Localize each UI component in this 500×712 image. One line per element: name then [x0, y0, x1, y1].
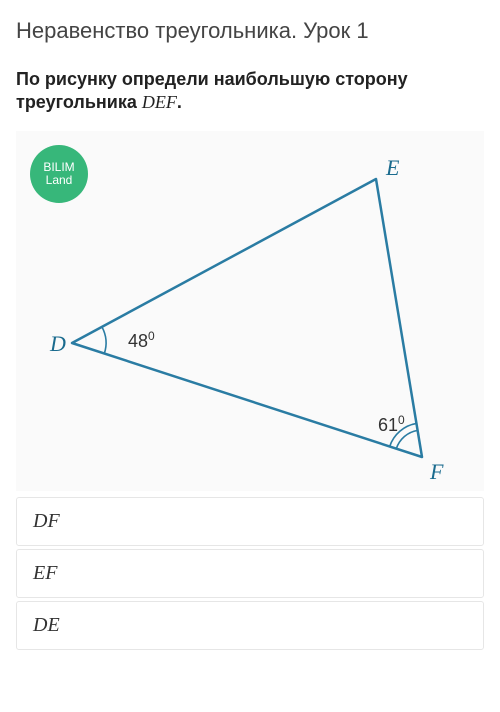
triangle-figure: BILIM Land D E F 480 610	[16, 131, 484, 491]
question-text: По рисунку определи наибольшую сторону т…	[16, 68, 484, 115]
page-title: Неравенство треугольника. Урок 1	[16, 18, 484, 44]
triangle-svg: D E F 480 610	[16, 131, 484, 491]
logo-line2: Land	[46, 174, 73, 187]
svg-text:D: D	[49, 331, 66, 356]
svg-text:F: F	[429, 459, 444, 484]
answer-option[interactable]: EF	[16, 549, 484, 598]
question-prefix: По рисунку определи наибольшую сторону т…	[16, 69, 408, 112]
logo-line1: BILIM	[43, 161, 74, 174]
answer-option[interactable]: DF	[16, 497, 484, 546]
svg-text:610: 610	[378, 413, 405, 435]
bilim-land-logo: BILIM Land	[30, 145, 88, 203]
question-math: DEF	[142, 92, 177, 112]
svg-text:480: 480	[128, 329, 155, 351]
question-suffix: .	[177, 92, 182, 112]
answer-option[interactable]: DE	[16, 601, 484, 650]
svg-text:E: E	[385, 155, 400, 180]
answers-list: DFEFDE	[16, 497, 484, 650]
